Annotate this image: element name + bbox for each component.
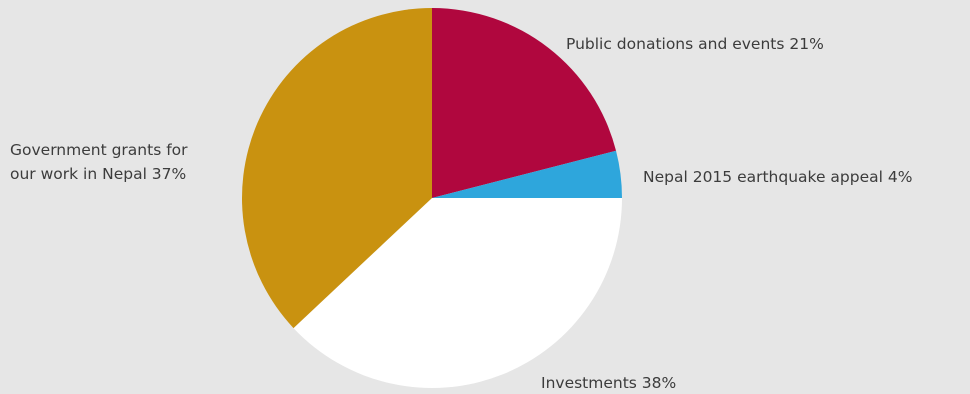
label-government-grants-line2: our work in Nepal 37% [10, 165, 186, 183]
slice-earthquake-appeal [432, 150, 622, 198]
slice-investments [293, 198, 622, 388]
label-investments: Investments 38% [541, 374, 676, 392]
pie-slices [242, 8, 622, 388]
label-public-donations: Public donations and events 21% [566, 35, 824, 53]
slice-government-grants [242, 8, 432, 329]
label-earthquake-appeal: Nepal 2015 earthquake appeal 4% [643, 168, 912, 186]
slice-public-donations [432, 8, 617, 198]
label-government-grants-line1: Government grants for [10, 141, 188, 159]
label-government-grants: Government grants for our work in Nepal … [10, 141, 192, 183]
